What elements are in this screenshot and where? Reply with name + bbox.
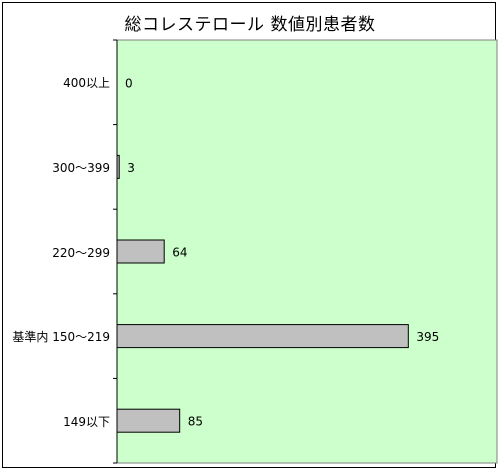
plot-area bbox=[116, 39, 498, 464]
data-label: 3 bbox=[127, 161, 135, 175]
bar bbox=[116, 408, 181, 433]
bar bbox=[116, 324, 409, 349]
chart-title: 総コレステロール 数値別患者数 bbox=[124, 15, 376, 35]
data-label: 64 bbox=[172, 246, 187, 260]
category-label: 300～399 bbox=[52, 160, 110, 175]
data-label: 85 bbox=[188, 415, 203, 429]
bar bbox=[116, 239, 165, 264]
category-label: 400以上 bbox=[63, 76, 110, 91]
category-label: 149以下 bbox=[63, 414, 110, 429]
category-label: 220～299 bbox=[52, 245, 110, 260]
bar bbox=[116, 154, 120, 179]
data-label: 0 bbox=[125, 76, 133, 90]
data-label: 395 bbox=[416, 330, 439, 344]
category-label: 基準内 150～219 bbox=[12, 330, 110, 345]
